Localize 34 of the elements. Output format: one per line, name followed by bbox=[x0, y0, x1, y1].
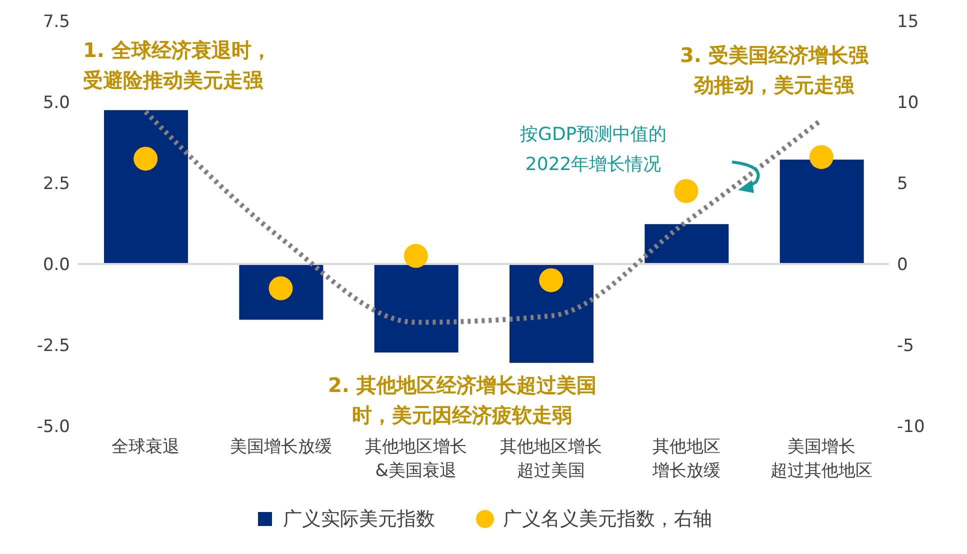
annotation: 按GDP预测中值的2022年增长情况 bbox=[520, 123, 667, 177]
x-tick-label: 美国增长超过其他地区 bbox=[770, 437, 872, 481]
legend-label: 广义实际美元指数 bbox=[282, 507, 435, 532]
bar bbox=[374, 264, 458, 352]
bar bbox=[644, 224, 729, 264]
annotation: 2. 其他地区经济增长超过美国时，美元因经济疲软走弱 bbox=[328, 372, 596, 429]
point bbox=[539, 268, 564, 292]
x-tick-label: 其他地区增长放缓 bbox=[651, 437, 720, 481]
point bbox=[134, 146, 158, 171]
y2-tick-label: -5 bbox=[897, 336, 914, 356]
y2-tick-label: 15 bbox=[897, 12, 919, 32]
bar bbox=[104, 110, 188, 264]
point bbox=[404, 244, 428, 268]
legend-label: 广义名义美元指数，右轴 bbox=[502, 507, 712, 532]
bar bbox=[510, 264, 594, 363]
y-tick-label: 0.0 bbox=[42, 255, 70, 276]
x-tick-label: 美国增长放缓 bbox=[230, 437, 332, 457]
point bbox=[809, 145, 834, 170]
x-tick-label: 全球衰退 bbox=[112, 437, 180, 457]
y-tick-label: -5.0 bbox=[36, 417, 70, 438]
y2-tick-label: 0 bbox=[897, 255, 908, 276]
annotation: 1. 全球经济衰退时，受避险推动美元走强 bbox=[83, 37, 272, 94]
point bbox=[674, 179, 698, 204]
y-tick-label: 2.5 bbox=[42, 174, 70, 194]
y-tick-label: 5.0 bbox=[42, 93, 70, 114]
y2-tick-label: 5 bbox=[897, 174, 908, 194]
x-tick-label: 其他地区增长超过美国 bbox=[500, 437, 602, 481]
y2-tick-label: 10 bbox=[897, 93, 919, 114]
y-tick-label: 7.5 bbox=[42, 12, 70, 32]
x-tick-label: 其他地区增长&美国衰退 bbox=[364, 437, 467, 481]
annotation: 3. 受美国经济增长强劲推动，美元走强 bbox=[680, 42, 868, 99]
y2-tick-label: -10 bbox=[897, 417, 925, 438]
bar bbox=[780, 160, 864, 264]
y-tick-label: -2.5 bbox=[36, 336, 70, 356]
